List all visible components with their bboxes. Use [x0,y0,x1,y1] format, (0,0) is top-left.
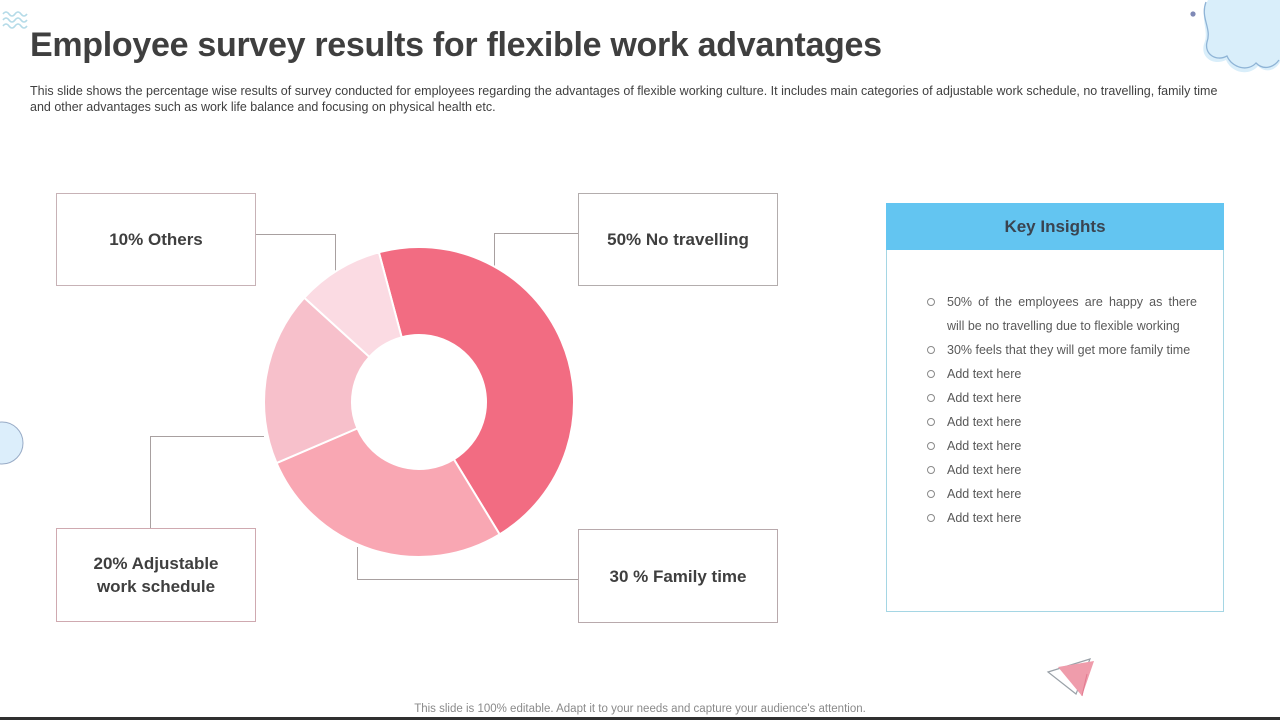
key-insights-body: 50% of the employees are happy as there … [886,250,1224,612]
callout-adjustable-label: 20% Adjustable work schedule [93,554,219,596]
insight-item: Add text here [927,506,1197,530]
connector-line [357,579,578,580]
connector-line [494,233,578,234]
donut-chart [263,245,575,558]
insight-item-text: Add text here [947,439,1022,453]
insight-item: Add text here [927,362,1197,386]
insight-item-text: Add text here [947,391,1022,405]
key-insights-title: Key Insights [1004,216,1106,236]
insight-item: Add text here [927,434,1197,458]
circle-bullet-icon [927,418,935,426]
circle-bullet-icon [927,490,935,498]
key-insights-panel: Key Insights 50% of the employees are ha… [886,203,1224,612]
connector-line [254,234,336,235]
insight-item-text: Add text here [947,511,1022,525]
insight-item-text: Add text here [947,487,1022,501]
insight-item: Add text here [927,410,1197,434]
insight-item: Add text here [927,458,1197,482]
circle-bullet-icon [927,298,935,306]
circle-bullet-icon [927,442,935,450]
insight-item-text: Add text here [947,367,1022,381]
waves-icon [2,11,28,29]
blob-decoration [1190,0,1280,73]
circle-bullet-icon [927,394,935,402]
callout-adjustable-work-schedule: 20% Adjustable work schedule [56,528,256,622]
connector-line [150,436,151,528]
callout-others-label: 10% Others [109,230,203,249]
circle-bullet-icon [927,466,935,474]
callout-family-time: 30 % Family time [578,529,778,623]
paper-plane-icon [1046,658,1094,697]
insight-item: 30% feels that they will get more family… [927,338,1197,362]
slide-description: This slide shows the percentage wise res… [30,84,1218,114]
donut-slice-others [303,251,403,358]
key-insights-header: Key Insights [886,203,1224,250]
half-circle-decoration [0,421,24,465]
insight-item: Add text here [927,386,1197,410]
insight-list: 50% of the employees are happy as there … [927,290,1197,530]
connector-line [335,234,336,280]
insight-item: Add text here [927,482,1197,506]
insight-item-text: Add text here [947,415,1022,429]
bottom-edge-line [0,717,1280,720]
connector-line [150,436,264,437]
circle-bullet-icon [927,370,935,378]
donut-slice-family-time [275,427,501,558]
insight-item-text: 50% of the employees are happy as there … [947,295,1197,333]
callout-others: 10% Others [56,193,256,286]
connector-line [357,547,358,580]
callout-no-travelling-label: 50% No travelling [607,230,749,249]
donut-slice-no-travelling [377,245,575,536]
circle-bullet-icon [927,346,935,354]
insight-item-text: 30% feels that they will get more family… [947,343,1191,357]
circle-bullet-icon [927,514,935,522]
connector-line [494,233,495,282]
callout-family-time-label: 30 % Family time [609,566,747,586]
insight-item-text: Add text here [947,463,1022,477]
footer-note: This slide is 100% editable. Adapt it to… [414,703,866,715]
page-title: Employee survey results for flexible wor… [30,26,882,64]
donut-slice-adjustable-work-schedule [263,296,371,465]
insight-item: 50% of the employees are happy as there … [927,290,1197,338]
callout-no-travelling: 50% No travelling [578,193,778,286]
